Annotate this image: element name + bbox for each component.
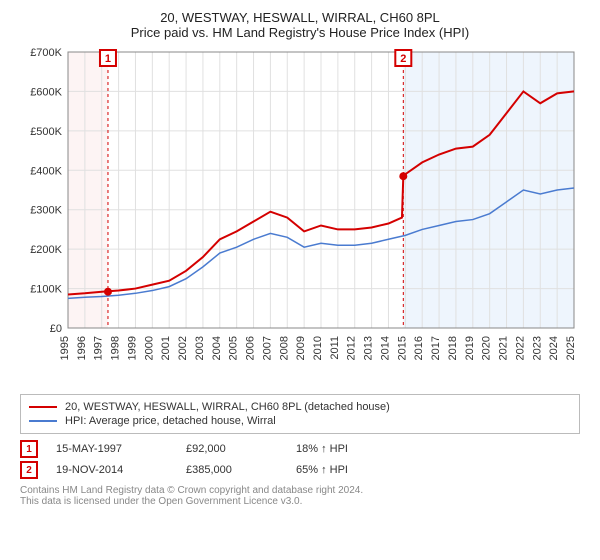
svg-text:2: 2 [400, 53, 406, 65]
svg-text:2021: 2021 [498, 336, 510, 360]
svg-text:1999: 1999 [126, 336, 138, 360]
footer-line2: This data is licensed under the Open Gov… [20, 496, 580, 507]
svg-text:2018: 2018 [447, 336, 459, 360]
footer-line1: Contains HM Land Registry data © Crown c… [20, 485, 580, 496]
svg-text:2015: 2015 [396, 336, 408, 360]
transaction-marker: 1 [20, 440, 38, 458]
svg-text:£300K: £300K [30, 205, 62, 217]
svg-text:£200K: £200K [30, 244, 62, 256]
svg-text:£100K: £100K [30, 284, 62, 296]
svg-text:£700K: £700K [30, 48, 62, 59]
svg-text:1997: 1997 [93, 336, 105, 360]
transaction-hpi: 65% ↑ HPI [296, 464, 396, 476]
chart-svg: £0 £100K £200K £300K £400K £500K £600K £700K 199… [20, 48, 580, 388]
svg-text:£500K: £500K [30, 126, 62, 138]
svg-text:1: 1 [105, 53, 111, 65]
svg-text:2008: 2008 [278, 336, 290, 360]
svg-text:2000: 2000 [143, 336, 155, 360]
legend-swatch [29, 420, 57, 422]
chart-title-line1: 20, WESTWAY, HESWALL, WIRRAL, CH60 8PL [10, 10, 590, 25]
chart-title-line2: Price paid vs. HM Land Registry's House … [10, 25, 590, 40]
svg-text:2022: 2022 [514, 336, 526, 360]
legend-row: HPI: Average price, detached house, Wirr… [29, 415, 571, 427]
svg-text:2025: 2025 [565, 336, 577, 360]
legend-swatch [29, 406, 57, 408]
svg-text:2020: 2020 [481, 336, 493, 360]
svg-text:2006: 2006 [245, 336, 257, 360]
svg-text:2005: 2005 [228, 336, 240, 360]
svg-text:2002: 2002 [177, 336, 189, 360]
legend-box: 20, WESTWAY, HESWALL, WIRRAL, CH60 8PL (… [20, 394, 580, 434]
svg-text:2024: 2024 [548, 336, 560, 360]
legend-label: HPI: Average price, detached house, Wirr… [65, 415, 276, 427]
transaction-price: £92,000 [186, 443, 296, 455]
title-block: 20, WESTWAY, HESWALL, WIRRAL, CH60 8PL P… [10, 10, 590, 40]
transaction-date: 19-NOV-2014 [56, 464, 186, 476]
svg-text:2012: 2012 [346, 336, 358, 360]
chart-area: £0 £100K £200K £300K £400K £500K £600K £700K 199… [20, 48, 580, 388]
svg-text:2011: 2011 [329, 336, 341, 360]
svg-text:1996: 1996 [76, 336, 88, 360]
transaction-price: £385,000 [186, 464, 296, 476]
svg-text:2017: 2017 [430, 336, 442, 360]
svg-text:£600K: £600K [30, 86, 62, 98]
legend-row: 20, WESTWAY, HESWALL, WIRRAL, CH60 8PL (… [29, 401, 571, 413]
footer-note: Contains HM Land Registry data © Crown c… [20, 485, 580, 507]
svg-text:1995: 1995 [59, 336, 71, 360]
page: 20, WESTWAY, HESWALL, WIRRAL, CH60 8PL P… [0, 0, 600, 560]
svg-text:2009: 2009 [295, 336, 307, 360]
svg-text:£400K: £400K [30, 165, 62, 177]
svg-text:2003: 2003 [194, 336, 206, 360]
svg-text:1998: 1998 [110, 336, 122, 360]
transaction-marker: 2 [20, 461, 38, 479]
svg-text:2007: 2007 [261, 336, 273, 360]
svg-text:£0: £0 [50, 323, 62, 335]
svg-text:2016: 2016 [413, 336, 425, 360]
svg-text:2023: 2023 [531, 336, 543, 360]
transaction-row: 1 15-MAY-1997£92,00018% ↑ HPI [20, 440, 580, 458]
svg-text:2013: 2013 [363, 336, 375, 360]
svg-text:2014: 2014 [379, 336, 391, 360]
svg-text:2001: 2001 [160, 336, 172, 360]
svg-text:2019: 2019 [464, 336, 476, 360]
transaction-row: 2 19-NOV-2014£385,00065% ↑ HPI [20, 461, 580, 479]
transaction-hpi: 18% ↑ HPI [296, 443, 396, 455]
legend-label: 20, WESTWAY, HESWALL, WIRRAL, CH60 8PL (… [65, 401, 390, 413]
transaction-date: 15-MAY-1997 [56, 443, 186, 455]
transactions-list: 1 15-MAY-1997£92,00018% ↑ HPI 2 19-NOV-2014… [20, 440, 580, 479]
svg-text:2010: 2010 [312, 336, 324, 360]
svg-text:2004: 2004 [211, 336, 223, 360]
